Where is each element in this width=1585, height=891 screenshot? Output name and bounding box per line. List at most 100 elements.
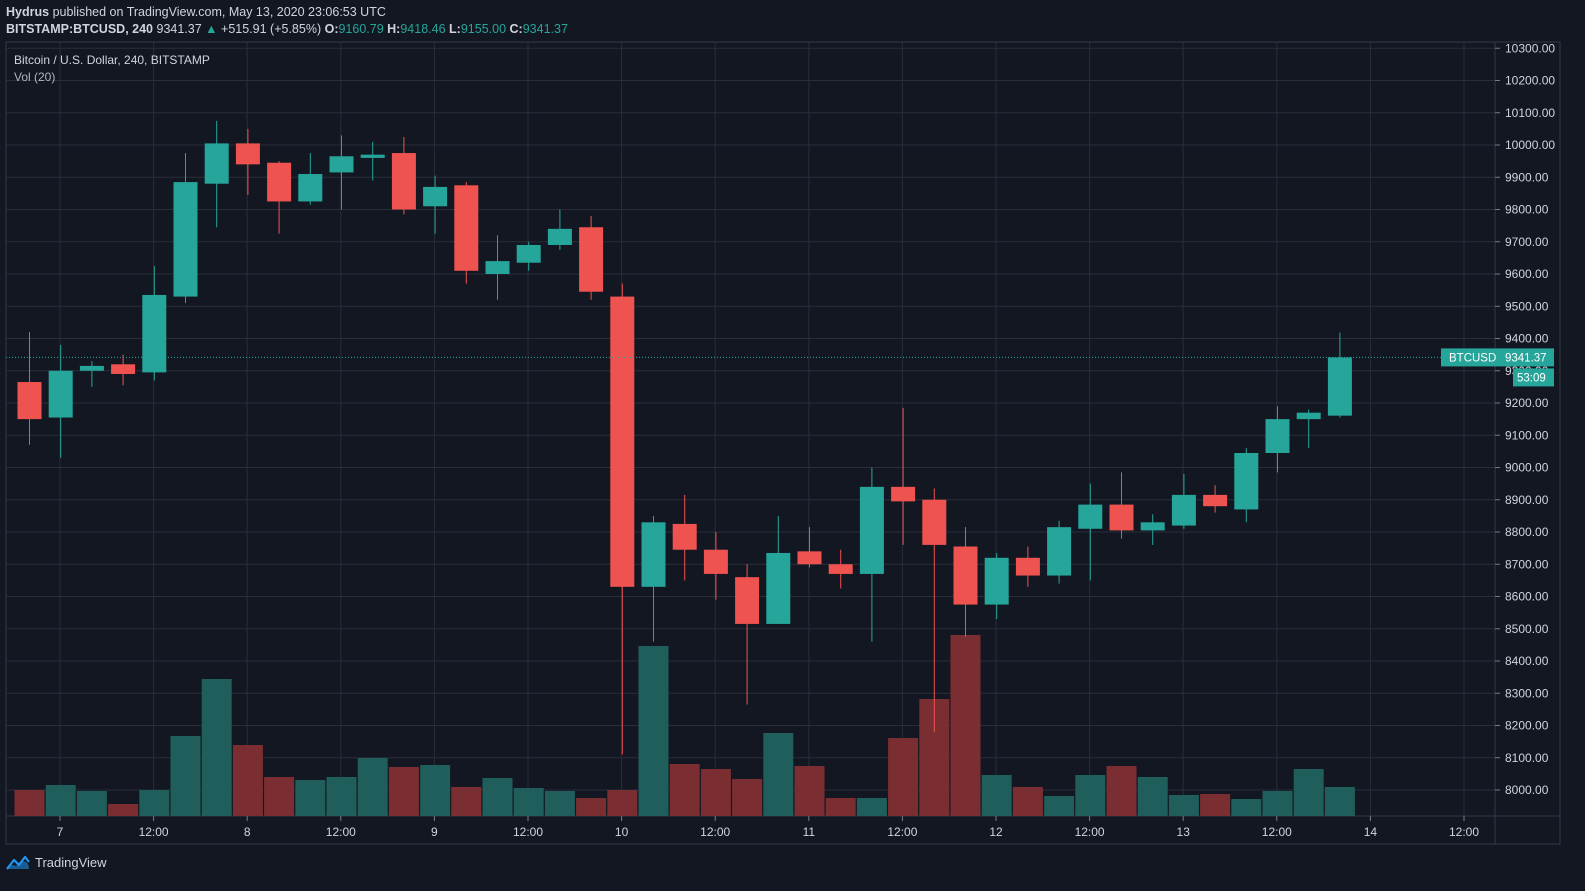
time-tick-label: 13 <box>1177 825 1191 839</box>
volume-bar <box>1293 769 1324 816</box>
candle-body-up <box>298 174 323 202</box>
chart-legend-title[interactable]: Bitcoin / U.S. Dollar, 240, BITSTAMP <box>14 53 210 67</box>
candle-body-up <box>1140 522 1165 531</box>
candle-body-up <box>547 228 572 245</box>
volume-bar <box>451 787 482 816</box>
price-tick-label: 8600.00 <box>1505 590 1549 604</box>
volume-bar <box>482 778 513 816</box>
volume-bar <box>1137 777 1168 816</box>
volume-bar <box>420 765 451 816</box>
candle-body-down <box>391 153 416 210</box>
price-tick-label: 9200.00 <box>1505 396 1549 410</box>
candle-body-up <box>204 143 229 184</box>
last-price-symbol: BTCUSD <box>1449 352 1496 364</box>
volume-indicator-label[interactable]: Vol (20) <box>14 70 56 84</box>
candle-body-up <box>1234 452 1259 510</box>
symbol-label: BITSTAMP:BTCUSD, 240 <box>6 22 154 36</box>
price-tick-label: 9700.00 <box>1505 235 1549 249</box>
candle-body-up <box>173 182 198 297</box>
candle-body-down <box>579 227 604 292</box>
volume-bar <box>544 791 575 816</box>
price-tick-label: 9400.00 <box>1505 332 1549 346</box>
price-axis[interactable]: 10300.00 10200.00 10100.00 10000.00 9900.00 9… <box>1495 41 1555 797</box>
volume-bar <box>45 785 76 816</box>
volume-bar <box>388 767 419 816</box>
candle-body-up <box>79 365 104 371</box>
volume-bar <box>607 790 638 816</box>
high-value: 9418.46 <box>400 22 446 36</box>
time-tick-label: 12:00 <box>1449 825 1479 839</box>
last-price-badge <box>1441 348 1554 367</box>
candle-body-down <box>797 551 822 565</box>
candle-body-up <box>48 370 73 418</box>
close-value: 9341.37 <box>522 22 568 36</box>
time-tick-label: 7 <box>57 825 64 839</box>
volume-bar <box>1106 766 1137 816</box>
author-name[interactable]: Hydrus <box>6 5 50 19</box>
volume-bar <box>794 766 825 816</box>
last-price-value: 9341.37 <box>1505 352 1547 364</box>
price-tick-label: 8400.00 <box>1505 654 1549 668</box>
price-tick-label: 8500.00 <box>1505 622 1549 636</box>
candle-body-down <box>1109 504 1134 531</box>
candle-body-up <box>859 486 884 574</box>
last-price: 9341.37 <box>156 22 202 36</box>
volume-bar <box>700 769 731 816</box>
price-tick-label: 9900.00 <box>1505 170 1549 184</box>
candle-body-down <box>454 185 479 271</box>
price-tick-label: 8100.00 <box>1505 751 1549 765</box>
volume-bar <box>295 780 326 816</box>
publish-info: Hydrus published on TradingView.com, May… <box>6 5 386 19</box>
time-tick-label: 12:00 <box>700 825 730 839</box>
bar-countdown: 53:09 <box>1517 372 1546 384</box>
time-tick-label: 12:00 <box>139 825 169 839</box>
volume-bar <box>1012 787 1043 816</box>
candle-body-down <box>235 143 260 165</box>
volume-bar <box>825 798 856 816</box>
volume-bar <box>1075 775 1106 816</box>
candle-body-down <box>891 486 916 502</box>
volume-bar <box>357 758 388 816</box>
volume-bar <box>108 804 139 816</box>
price-tick-label: 10200.00 <box>1505 74 1555 88</box>
time-tick-label: 14 <box>1364 825 1378 839</box>
candle-body-up <box>360 154 385 158</box>
price-change: +515.91 (+5.85%) <box>221 22 322 36</box>
time-tick-label: 12:00 <box>1075 825 1105 839</box>
candle-body-up <box>984 557 1009 605</box>
price-tick-label: 9000.00 <box>1505 461 1549 475</box>
candle-body-up <box>423 186 448 207</box>
volume-bar <box>14 790 45 816</box>
price-tick-label: 8800.00 <box>1505 525 1549 539</box>
candle-body-up <box>485 261 510 274</box>
volume-bar <box>888 738 919 816</box>
volume-bar <box>1168 795 1199 816</box>
candle-body-down <box>953 546 978 605</box>
time-tick-label: 12 <box>989 825 1003 839</box>
candle-body-down <box>267 162 292 202</box>
volume-bar <box>232 745 263 816</box>
price-tick-label: 10000.00 <box>1505 138 1555 152</box>
tradingview-footer[interactable]: TradingView <box>6 854 107 870</box>
volume-bar <box>513 788 544 816</box>
price-tick-label: 8200.00 <box>1505 719 1549 733</box>
candle-body-up <box>766 552 791 624</box>
volume-bar <box>264 777 295 816</box>
time-axis[interactable]: 7 12:00 8 12:00 9 12:00 10 12:00 11 12:00 12 12:00 1… <box>57 816 1480 839</box>
candle-body-up <box>1078 504 1103 529</box>
volume-bar <box>638 646 669 816</box>
time-tick-label: 9 <box>431 825 438 839</box>
ohlc-header: BITSTAMP:BTCUSD, 240 9341.37 ▲ +515.91 (… <box>6 22 568 36</box>
volume-bar <box>170 736 201 816</box>
price-tick-label: 10300.00 <box>1505 41 1555 55</box>
volume-bar <box>763 733 794 816</box>
candle-body-up <box>1327 357 1352 416</box>
candle-body-up <box>1047 527 1072 576</box>
volume-bar <box>856 798 887 816</box>
price-tick-label: 10100.00 <box>1505 106 1555 120</box>
open-label: O: <box>324 22 339 36</box>
time-tick-label: 12:00 <box>326 825 356 839</box>
up-arrow-icon: ▲ <box>205 22 218 36</box>
